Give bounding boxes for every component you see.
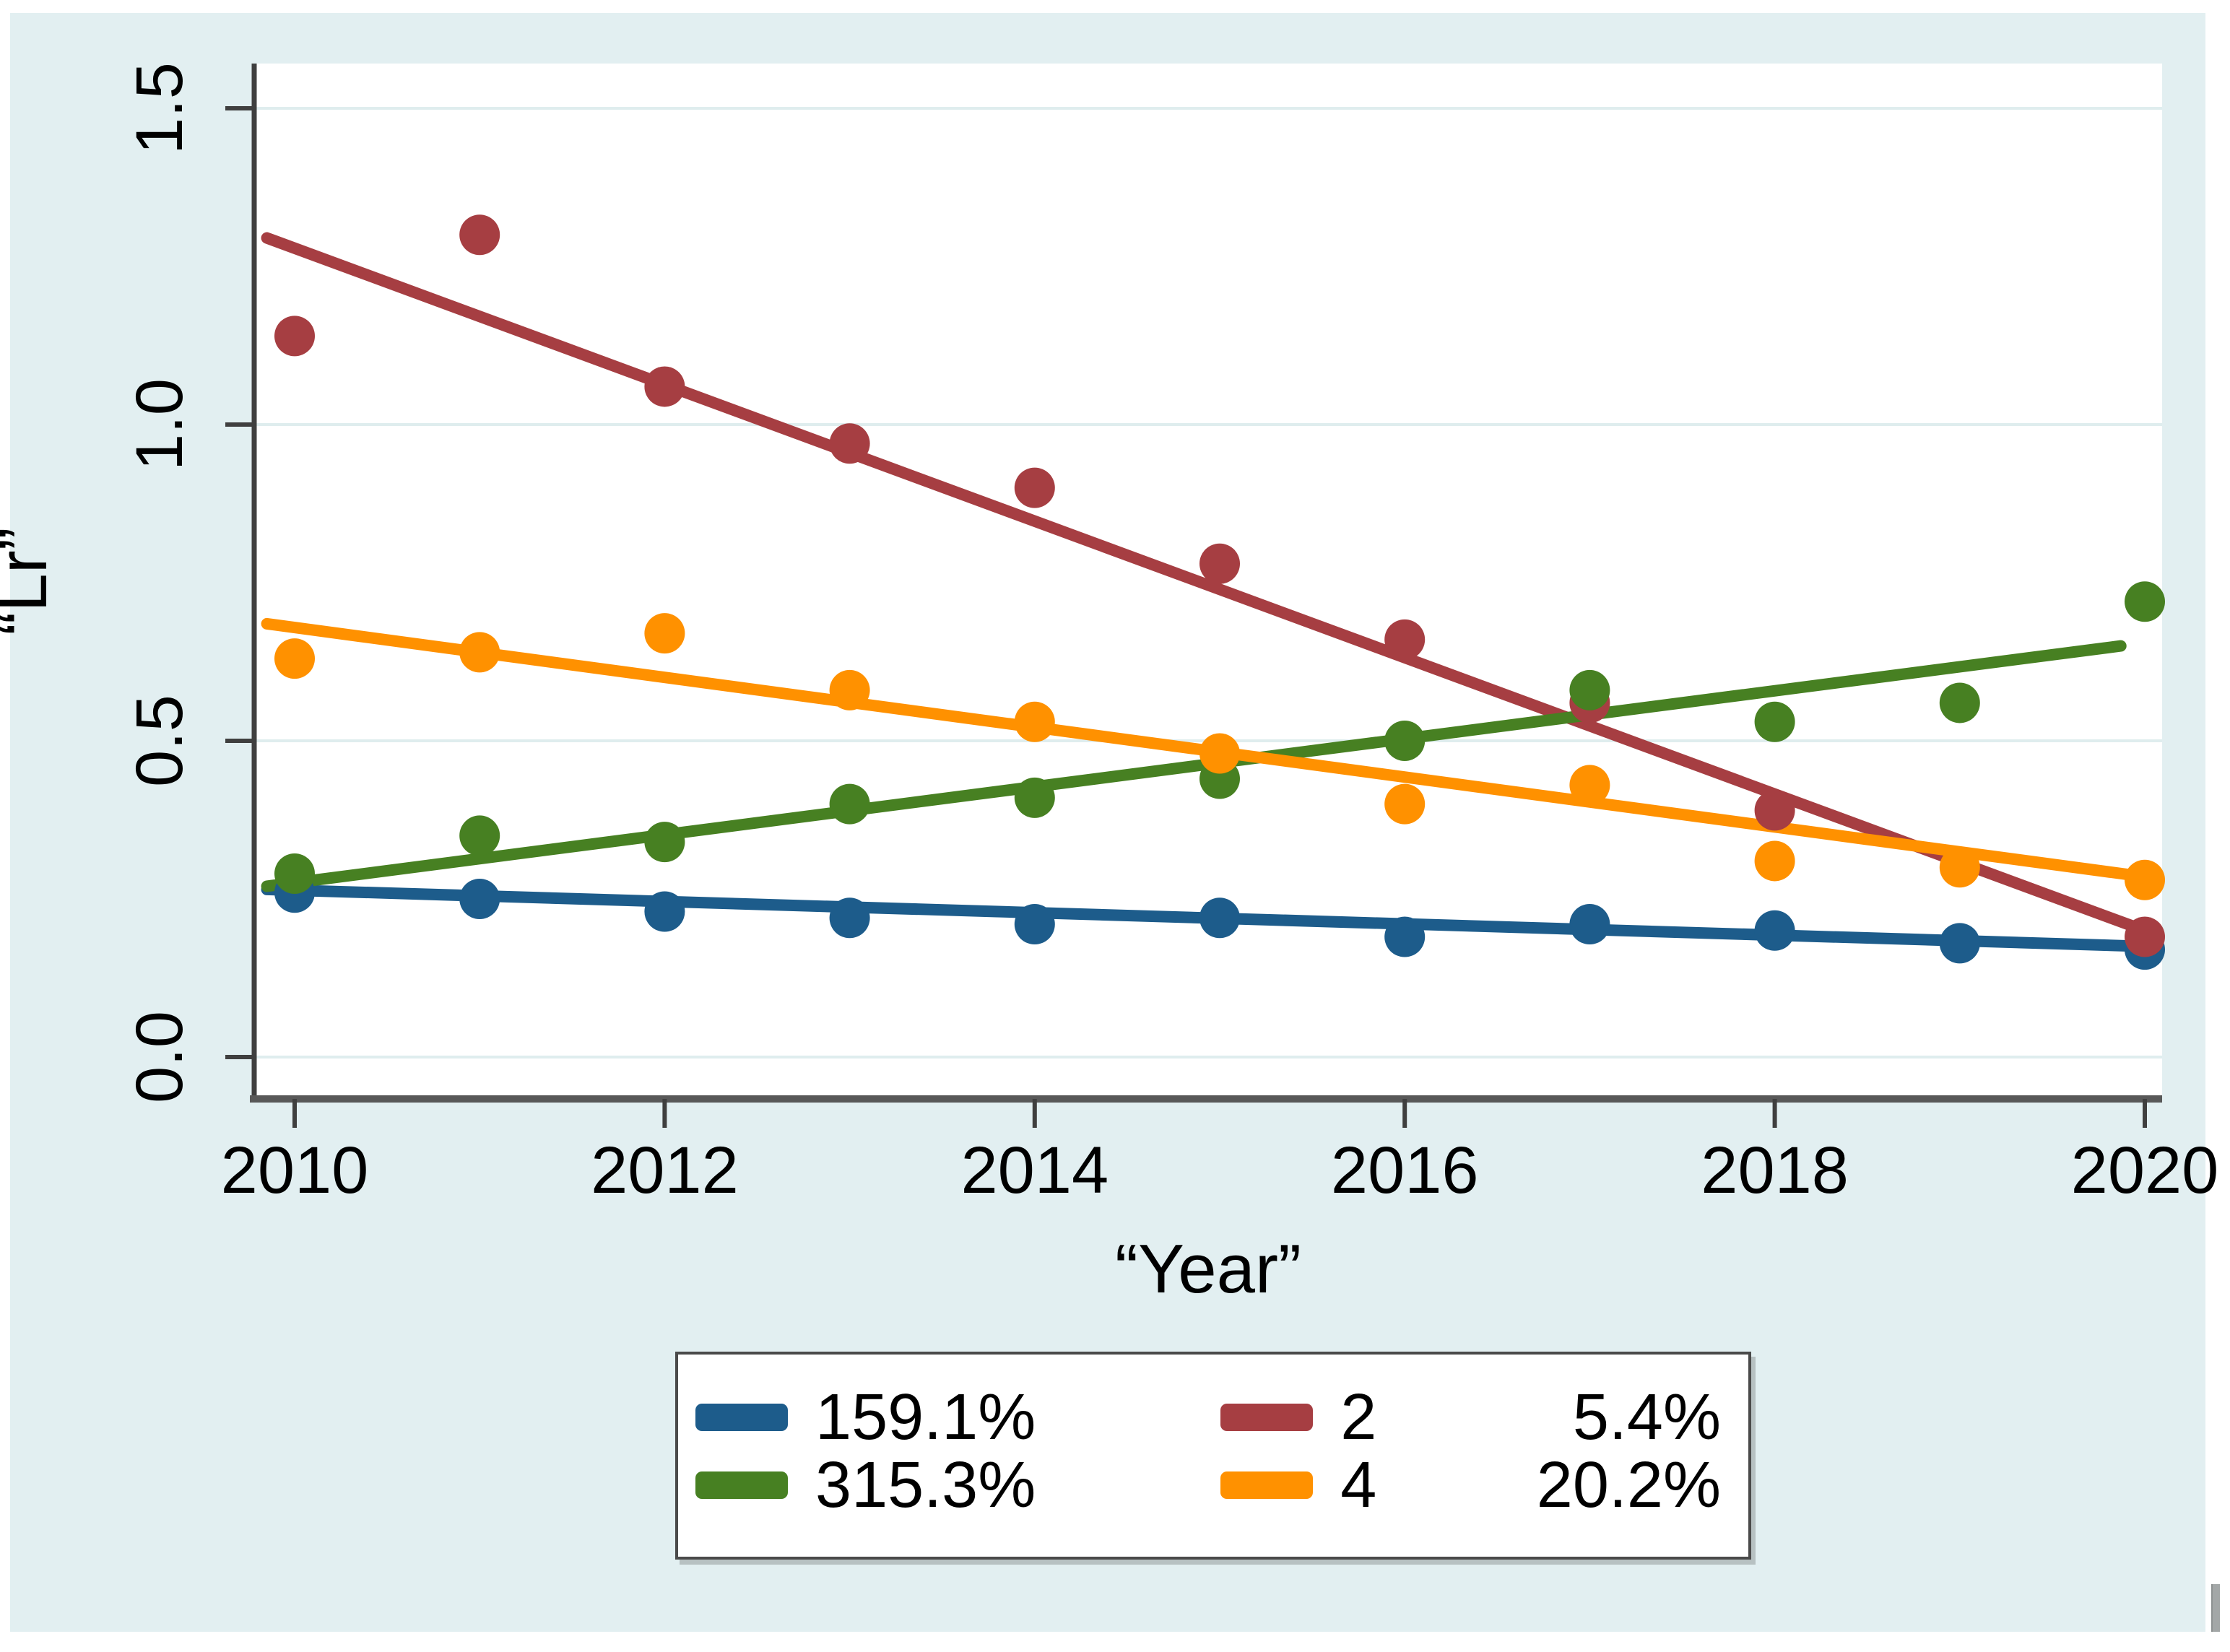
- data-point-series-3-2017: [1569, 669, 1610, 710]
- trend-line-series-2: [261, 232, 2151, 936]
- data-point-series-3-2013: [829, 783, 870, 825]
- legend-series-label: 4: [1340, 1449, 1377, 1521]
- legend-series-value: 15.3%: [851, 1449, 1036, 1521]
- x-tick-label: 2012: [591, 1134, 739, 1207]
- x-tick-label: 2016: [1331, 1134, 1479, 1207]
- legend-swatch-series-4: [1220, 1471, 1314, 1499]
- x-axis-title: “Year”: [1115, 1230, 1301, 1308]
- data-point-series-4-2019: [1939, 847, 1980, 888]
- data-point-series-4-2015: [1199, 733, 1240, 774]
- chart-legend: 1 59.1% 2 5.4% 3 15.3% 4 20.2%: [675, 1352, 1751, 1560]
- legend-series-label: 2: [1340, 1381, 1377, 1453]
- data-point-series-2-2012: [644, 366, 685, 407]
- data-point-series-1-2015: [1199, 897, 1240, 939]
- data-point-series-3-2012: [644, 822, 685, 863]
- data-point-series-4-2011: [459, 632, 500, 673]
- x-tick-label: 2010: [221, 1134, 369, 1207]
- data-point-series-2-2018: [1754, 790, 1795, 831]
- data-point-series-3-2011: [459, 815, 500, 856]
- data-point-series-3-2010: [274, 853, 315, 894]
- data-point-series-2-2013: [829, 423, 870, 464]
- data-point-series-3-2020: [2125, 581, 2165, 622]
- data-point-series-1-2012: [644, 891, 685, 932]
- legend-swatch-series-2: [1220, 1404, 1314, 1431]
- y-axis-title: “Lr”: [0, 527, 61, 635]
- data-point-series-2-2015: [1199, 543, 1240, 584]
- legend-swatch-series-3: [695, 1471, 788, 1499]
- legend-series-value: 59.1%: [851, 1381, 1036, 1453]
- data-point-series-1-2019: [1939, 923, 1980, 964]
- legend-entry-4: 4 20.2%: [1220, 1451, 1731, 1519]
- data-point-series-4-2013: [829, 669, 870, 710]
- legend-series-label: 3: [815, 1449, 852, 1521]
- legend-series-label: 1: [815, 1381, 852, 1453]
- data-point-series-2-2011: [459, 214, 500, 256]
- x-tick-label: 2018: [1701, 1134, 1849, 1207]
- y-tick-label: 1.0: [123, 378, 196, 471]
- data-point-series-2-2010: [274, 316, 315, 357]
- data-point-series-1-2014: [1014, 904, 1055, 945]
- y-tick-label: 0.5: [123, 695, 196, 787]
- data-point-series-1-2013: [829, 897, 870, 939]
- data-point-series-4-2014: [1014, 701, 1055, 742]
- data-point-series-2-2020: [2125, 916, 2165, 957]
- legend-series-value: 20.2%: [1536, 1449, 1721, 1521]
- data-point-series-4-2020: [2125, 859, 2165, 900]
- y-tick-label: 0.0: [123, 1011, 196, 1103]
- data-point-series-3-2014: [1014, 777, 1055, 818]
- x-tick-label: 2020: [2071, 1134, 2219, 1207]
- data-point-series-1-2018: [1754, 910, 1795, 951]
- data-point-series-4-2017: [1569, 765, 1610, 806]
- data-point-series-1-2011: [459, 879, 500, 919]
- data-point-series-2-2014: [1014, 467, 1055, 508]
- data-point-series-3-2016: [1384, 721, 1426, 761]
- data-point-series-4-2016: [1384, 783, 1426, 825]
- data-point-series-3-2019: [1939, 682, 1980, 723]
- data-point-series-4-2010: [274, 638, 315, 679]
- data-point-series-1-2017: [1569, 904, 1610, 945]
- x-tick-label: 2014: [960, 1134, 1109, 1207]
- legend-swatch-series-1: [695, 1404, 788, 1431]
- legend-entry-2: 2 5.4%: [1220, 1383, 1731, 1451]
- data-point-series-4-2012: [644, 613, 685, 654]
- trend-line-series-3: [261, 640, 2127, 892]
- screen-edge-artifact: [2211, 1584, 2220, 1632]
- legend-entry-3: 3 15.3%: [695, 1451, 1220, 1519]
- data-point-series-4-2018: [1754, 840, 1795, 882]
- data-point-series-1-2016: [1384, 916, 1426, 957]
- data-point-series-2-2016: [1384, 619, 1426, 660]
- legend-series-value: 5.4%: [1572, 1381, 1721, 1453]
- legend-entry-1: 1 59.1%: [695, 1383, 1220, 1451]
- data-point-series-3-2018: [1754, 701, 1795, 742]
- y-tick-label: 1.5: [123, 62, 196, 155]
